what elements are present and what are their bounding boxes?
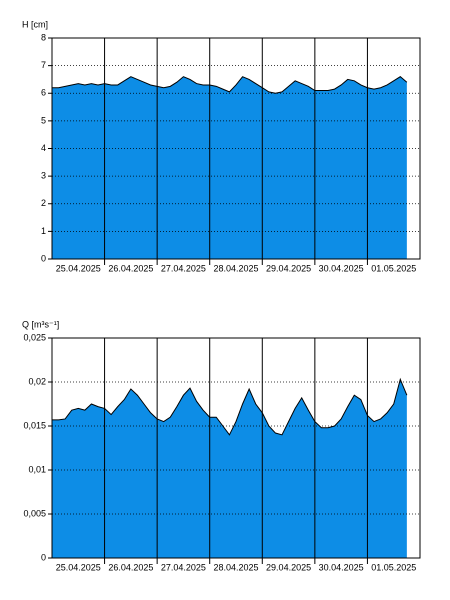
x-tick-label: 25.04.2025: [56, 562, 101, 572]
x-tick-label: 26.04.2025: [108, 562, 153, 572]
x-tick-label: 27.04.2025: [161, 562, 206, 572]
y-tick-label: 8: [41, 32, 46, 42]
y-tick-label: 1: [41, 226, 46, 236]
x-tick-label: 29.04.2025: [266, 562, 311, 572]
x-tick-label: 30.04.2025: [319, 562, 364, 572]
y-tick-label: 0,02: [28, 376, 46, 386]
area-line: [52, 377, 408, 436]
plot-frame: [51, 337, 421, 559]
x-tick-label: 26.04.2025: [108, 263, 153, 273]
y-tick-label: 0: [41, 552, 46, 562]
x-tick-label: 29.04.2025: [266, 263, 311, 273]
y-tick-label: 0,01: [28, 464, 46, 474]
x-tick-label: 27.04.2025: [161, 263, 206, 273]
y-tick-label: 3: [41, 171, 46, 181]
area-line: [52, 76, 408, 94]
y-tick-label: 4: [41, 143, 46, 153]
y-axis-title: Q [m³s⁻¹]: [22, 319, 59, 329]
x-tick-label: 25.04.2025: [56, 263, 101, 273]
y-tick-label: 0,015: [23, 420, 46, 430]
x-tick-label: 01.05.2025: [371, 562, 416, 572]
area-fill: [52, 76, 407, 259]
y-tick-label: 0,025: [23, 332, 46, 342]
x-tick-label: 28.04.2025: [213, 263, 258, 273]
y-tick-label: 7: [41, 60, 46, 70]
x-tick-label: 28.04.2025: [213, 562, 258, 572]
y-tick-label: 0,005: [23, 508, 46, 518]
x-tick-label: 01.05.2025: [371, 263, 416, 273]
y-tick-label: 6: [41, 88, 46, 98]
plot-frame: [51, 37, 421, 260]
x-tick-label: 30.04.2025: [319, 263, 364, 273]
area-fill: [52, 379, 407, 558]
y-tick-label: 2: [41, 198, 46, 208]
y-tick-label: 5: [41, 115, 46, 125]
y-tick-label: 0: [41, 253, 46, 263]
y-axis-title: H [cm]: [22, 19, 48, 29]
